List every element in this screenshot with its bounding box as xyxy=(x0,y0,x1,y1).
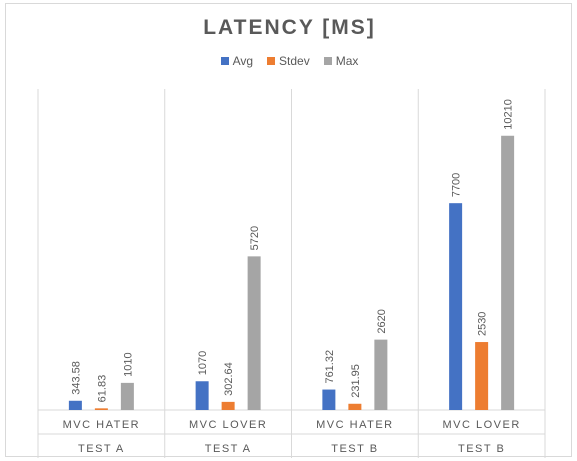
chart-plot: 343.58 61.83 1010 MVC HATER TEST A 1070 302.64… xyxy=(37,89,546,458)
data-label-max-2: 5720 xyxy=(249,226,261,250)
data-label-avg-2: 1070 xyxy=(197,351,209,375)
data-label-stdev-3: 231.95 xyxy=(350,364,362,398)
legend-label-stdev: Stdev xyxy=(279,54,310,68)
x-tick-label-line2: TEST B xyxy=(458,443,505,455)
chart-frame: LATENCY [MS] Avg Stdev Max 343.58 61.83 10… xyxy=(5,3,573,458)
bar-avg-2 xyxy=(195,381,209,410)
bar-max-2 xyxy=(247,256,261,410)
x-tick-label-line1: MVC LOVER xyxy=(189,419,267,431)
bar-avg-3 xyxy=(322,389,336,410)
data-label-stdev-1: 61.83 xyxy=(96,375,108,403)
data-label-max-1: 1010 xyxy=(122,352,134,376)
legend-item-avg: Avg xyxy=(220,54,254,68)
bar-max-1 xyxy=(120,382,134,410)
legend-item-max: Max xyxy=(323,54,359,68)
x-tick-label-line1: MVC LOVER xyxy=(442,419,520,431)
legend-label-max: Max xyxy=(335,54,359,68)
x-tick-label-line2: TEST B xyxy=(331,443,378,455)
legend-swatch-stdev xyxy=(267,57,276,65)
bar-max-3 xyxy=(374,339,388,410)
data-label-stdev-2: 302.64 xyxy=(223,362,235,396)
x-tick-label-line1: MVC HATER xyxy=(63,419,140,431)
data-label-stdev-4: 2530 xyxy=(477,312,489,336)
data-label-avg-4: 7700 xyxy=(451,173,463,197)
legend-label-avg: Avg xyxy=(232,54,254,68)
bar-avg-1 xyxy=(68,400,82,410)
legend-item-stdev: Stdev xyxy=(267,54,310,68)
legend-swatch-max xyxy=(323,57,332,65)
bar-stdev-1 xyxy=(94,408,108,410)
legend: Avg Stdev Max xyxy=(6,54,573,68)
data-label-avg-1: 343.58 xyxy=(70,361,82,395)
bar-stdev-2 xyxy=(221,401,235,410)
bar-max-4 xyxy=(501,135,515,410)
data-label-max-3: 2620 xyxy=(376,309,388,333)
x-tick-label-line2: TEST A xyxy=(205,443,252,455)
bar-avg-4 xyxy=(449,203,463,410)
bar-stdev-3 xyxy=(348,403,362,410)
legend-swatch-avg xyxy=(220,57,229,65)
data-label-max-4: 10210 xyxy=(503,99,515,130)
bar-stdev-4 xyxy=(475,342,489,410)
x-tick-label-line2: TEST A xyxy=(78,443,125,455)
chart-title: LATENCY [MS] xyxy=(203,16,376,39)
data-label-avg-3: 761.32 xyxy=(324,350,336,384)
x-tick-label-line1: MVC HATER xyxy=(316,419,393,431)
